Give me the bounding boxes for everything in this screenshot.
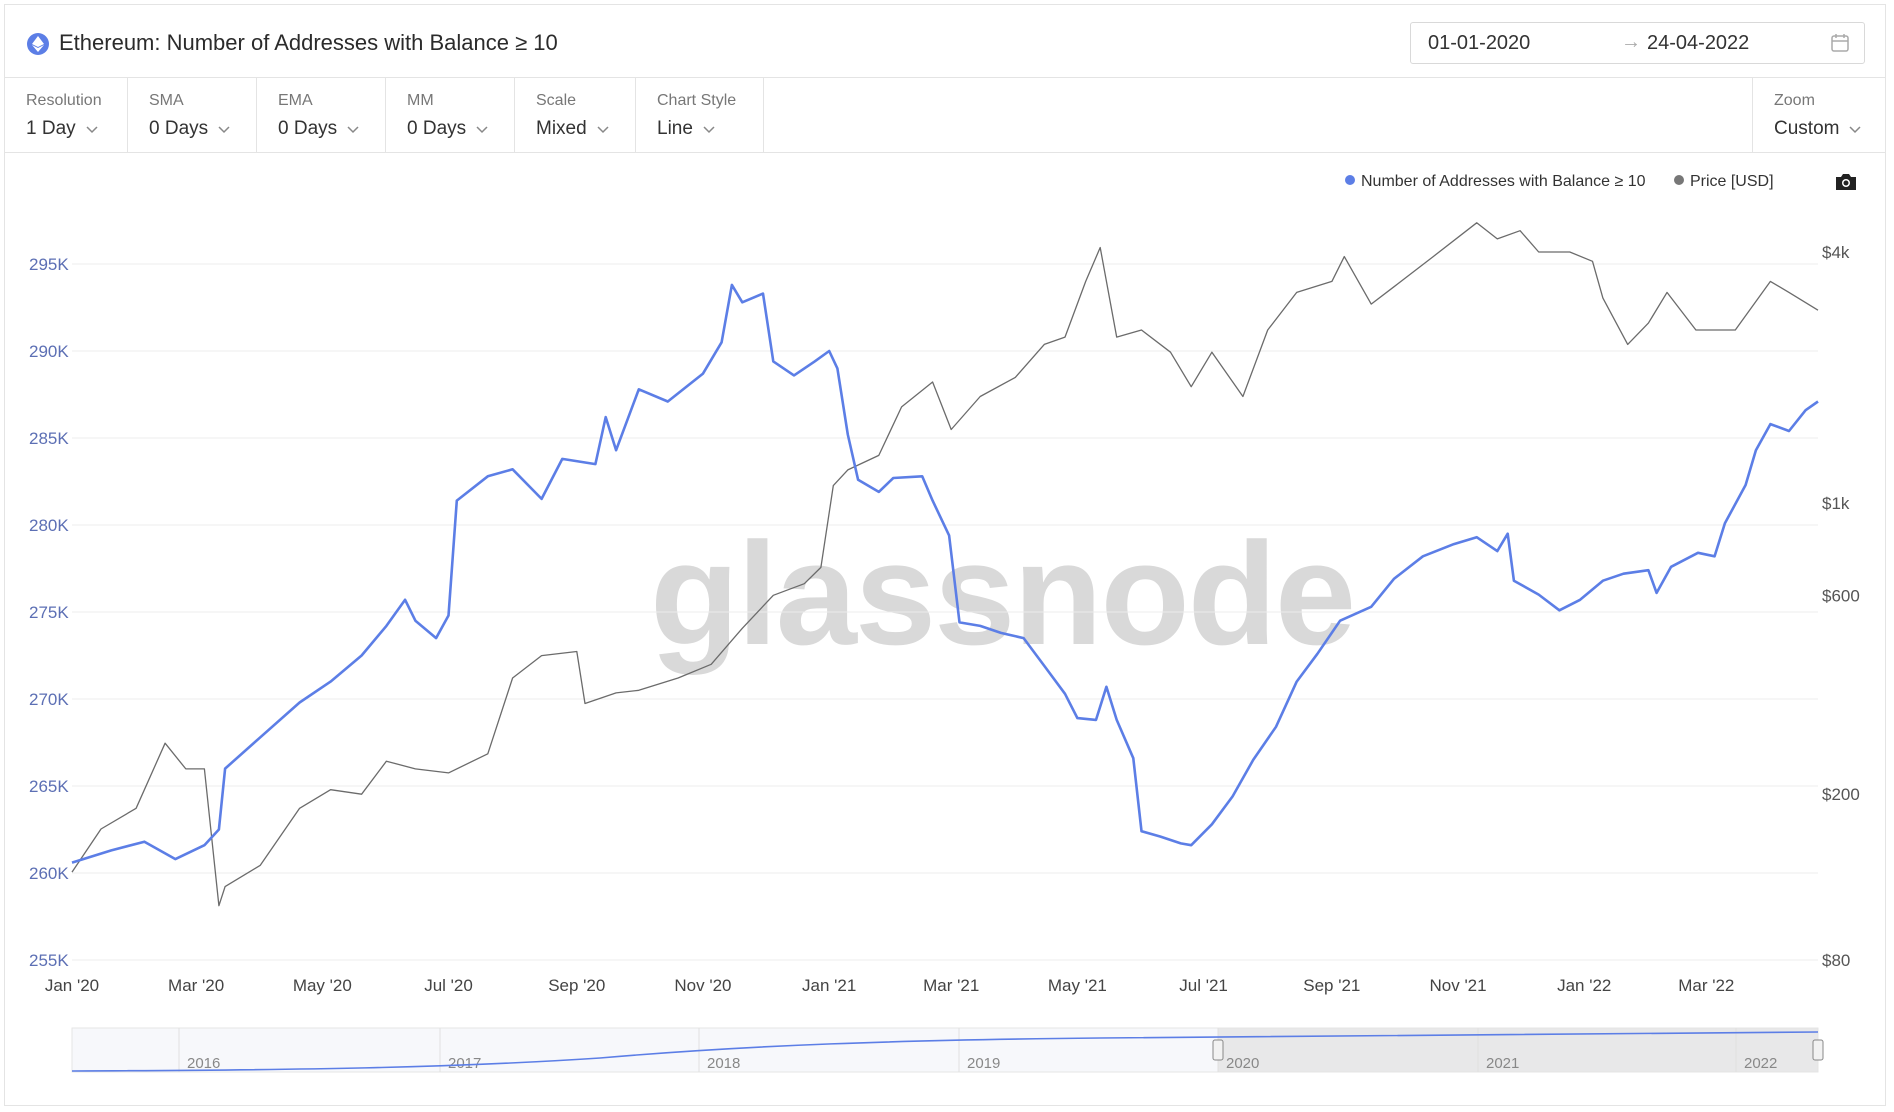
- x-tick-label: Jul '20: [424, 976, 473, 995]
- y-right-tick-label: $1k: [1822, 494, 1850, 513]
- date-arrow: →: [1621, 31, 1641, 53]
- y-right-tick-label: $200: [1822, 785, 1860, 804]
- chevron-down-icon: [86, 118, 98, 140]
- sma-value: 0 Days: [149, 118, 209, 140]
- mm-dropdown[interactable]: MM 0 Days: [386, 78, 515, 152]
- x-tick-label: Jul '21: [1179, 976, 1228, 995]
- y-right-tick-label: $600: [1822, 586, 1860, 605]
- x-tick-label: Mar '21: [923, 976, 979, 995]
- y-left-tick-label: 260K: [29, 864, 69, 883]
- legend-dot: [1345, 175, 1355, 185]
- scale-dropdown[interactable]: Scale Mixed: [515, 78, 636, 152]
- x-tick-label: Sep '20: [548, 976, 605, 995]
- navigator-year-label: 2016: [187, 1055, 220, 1072]
- ema-value: 0 Days: [278, 118, 338, 140]
- scale-label: Scale: [536, 92, 577, 109]
- chart-style-dropdown[interactable]: Chart Style Line: [636, 78, 764, 152]
- mm-value: 0 Days: [407, 118, 467, 140]
- navigator-year-label: 2019: [967, 1055, 1000, 1072]
- resolution-value: 1 Day: [26, 118, 76, 140]
- navigator-handle: [1812, 1039, 1824, 1061]
- navigator-year-label: 2022: [1744, 1055, 1777, 1072]
- legend-item-price[interactable]: Price [USD]: [1673, 173, 1774, 191]
- legend-label: Number of Addresses with Balance ≥ 10: [1361, 173, 1646, 190]
- x-tick-label: Sep '21: [1303, 976, 1360, 995]
- chevron-down-icon: [347, 118, 359, 140]
- x-tick-label: May '21: [1048, 976, 1107, 995]
- chevron-down-icon: [218, 118, 230, 140]
- y-right-tick-label: $80: [1822, 951, 1850, 970]
- date-range-picker[interactable]: 01-01-2020 → 24-04-2022: [1410, 22, 1865, 64]
- y-left-tick-label: 275K: [29, 603, 69, 622]
- x-tick-label: Nov '20: [674, 976, 731, 995]
- legend-item-addresses[interactable]: Number of Addresses with Balance ≥ 10: [1345, 173, 1645, 191]
- navigator-handle: [1212, 1039, 1224, 1061]
- chart-title: Ethereum: Number of Addresses with Balan…: [59, 30, 558, 55]
- navigator-year-label: 2018: [707, 1055, 740, 1072]
- calendar-icon[interactable]: [1831, 33, 1849, 58]
- ema-label: EMA: [278, 92, 313, 109]
- sma-dropdown[interactable]: SMA 0 Days: [128, 78, 257, 152]
- zoom-value: Custom: [1774, 118, 1840, 140]
- chart-header: Ethereum: Number of Addresses with Balan…: [5, 5, 1885, 77]
- y-right-tick-label: $4k: [1822, 243, 1850, 262]
- x-tick-label: Nov '21: [1429, 976, 1486, 995]
- chart-card: Ethereum: Number of Addresses with Balan…: [4, 4, 1886, 1106]
- chart-style-value: Line: [657, 118, 693, 140]
- y-left-tick-label: 290K: [29, 342, 69, 361]
- ethereum-icon: [27, 33, 49, 55]
- price-series-line: [71, 222, 1819, 907]
- navigator-selection: [1218, 1028, 1818, 1072]
- chevron-down-icon: [703, 118, 715, 140]
- y-left-tick-label: 280K: [29, 516, 69, 535]
- chevron-down-icon: [476, 118, 488, 140]
- y-left-tick-label: 255K: [29, 951, 69, 970]
- navigator-year-label: 2021: [1486, 1055, 1519, 1072]
- chart-style-label: Chart Style: [657, 92, 737, 109]
- y-left-tick-label: 295K: [29, 255, 69, 274]
- camera-icon[interactable]: [1834, 172, 1858, 197]
- y-left-tick-label: 270K: [29, 690, 69, 709]
- date-from-input[interactable]: 01-01-2020: [1428, 32, 1531, 54]
- watermark: glassnode: [650, 512, 1356, 675]
- y-left-tick-label: 265K: [29, 777, 69, 796]
- x-tick-label: Jan '21: [802, 976, 856, 995]
- mm-label: MM: [407, 92, 434, 109]
- chart-controls: Resolution 1 Day SMA 0 Days EMA 0 Days M…: [5, 77, 1885, 153]
- chevron-down-icon: [597, 118, 609, 140]
- sma-label: SMA: [149, 92, 184, 109]
- scale-value: Mixed: [536, 118, 587, 140]
- chart-legend: Number of Addresses with Balance ≥ 10 Pr…: [1345, 173, 1798, 191]
- x-tick-label: May '20: [293, 976, 352, 995]
- resolution-dropdown[interactable]: Resolution 1 Day: [5, 78, 128, 152]
- x-tick-label: Jan '22: [1557, 976, 1611, 995]
- ema-dropdown[interactable]: EMA 0 Days: [257, 78, 386, 152]
- navigator-year-label: 2020: [1226, 1055, 1259, 1072]
- x-tick-label: Mar '20: [168, 976, 224, 995]
- date-to-input[interactable]: 24-04-2022: [1647, 32, 1750, 54]
- addresses-series-line: [71, 283, 1819, 864]
- navigator-series-line: [71, 1031, 1819, 1072]
- x-tick-label: Mar '22: [1678, 976, 1734, 995]
- zoom-dropdown[interactable]: Zoom Custom: [1752, 78, 1885, 152]
- resolution-label: Resolution: [26, 92, 102, 109]
- chevron-down-icon: [1849, 118, 1861, 140]
- legend-label: Price [USD]: [1689, 173, 1774, 190]
- zoom-label: Zoom: [1774, 92, 1815, 109]
- legend-dot: [1673, 175, 1684, 185]
- x-tick-label: Jan '20: [45, 976, 99, 995]
- navigator-year-label: 2017: [448, 1055, 481, 1072]
- y-left-tick-label: 285K: [29, 429, 69, 448]
